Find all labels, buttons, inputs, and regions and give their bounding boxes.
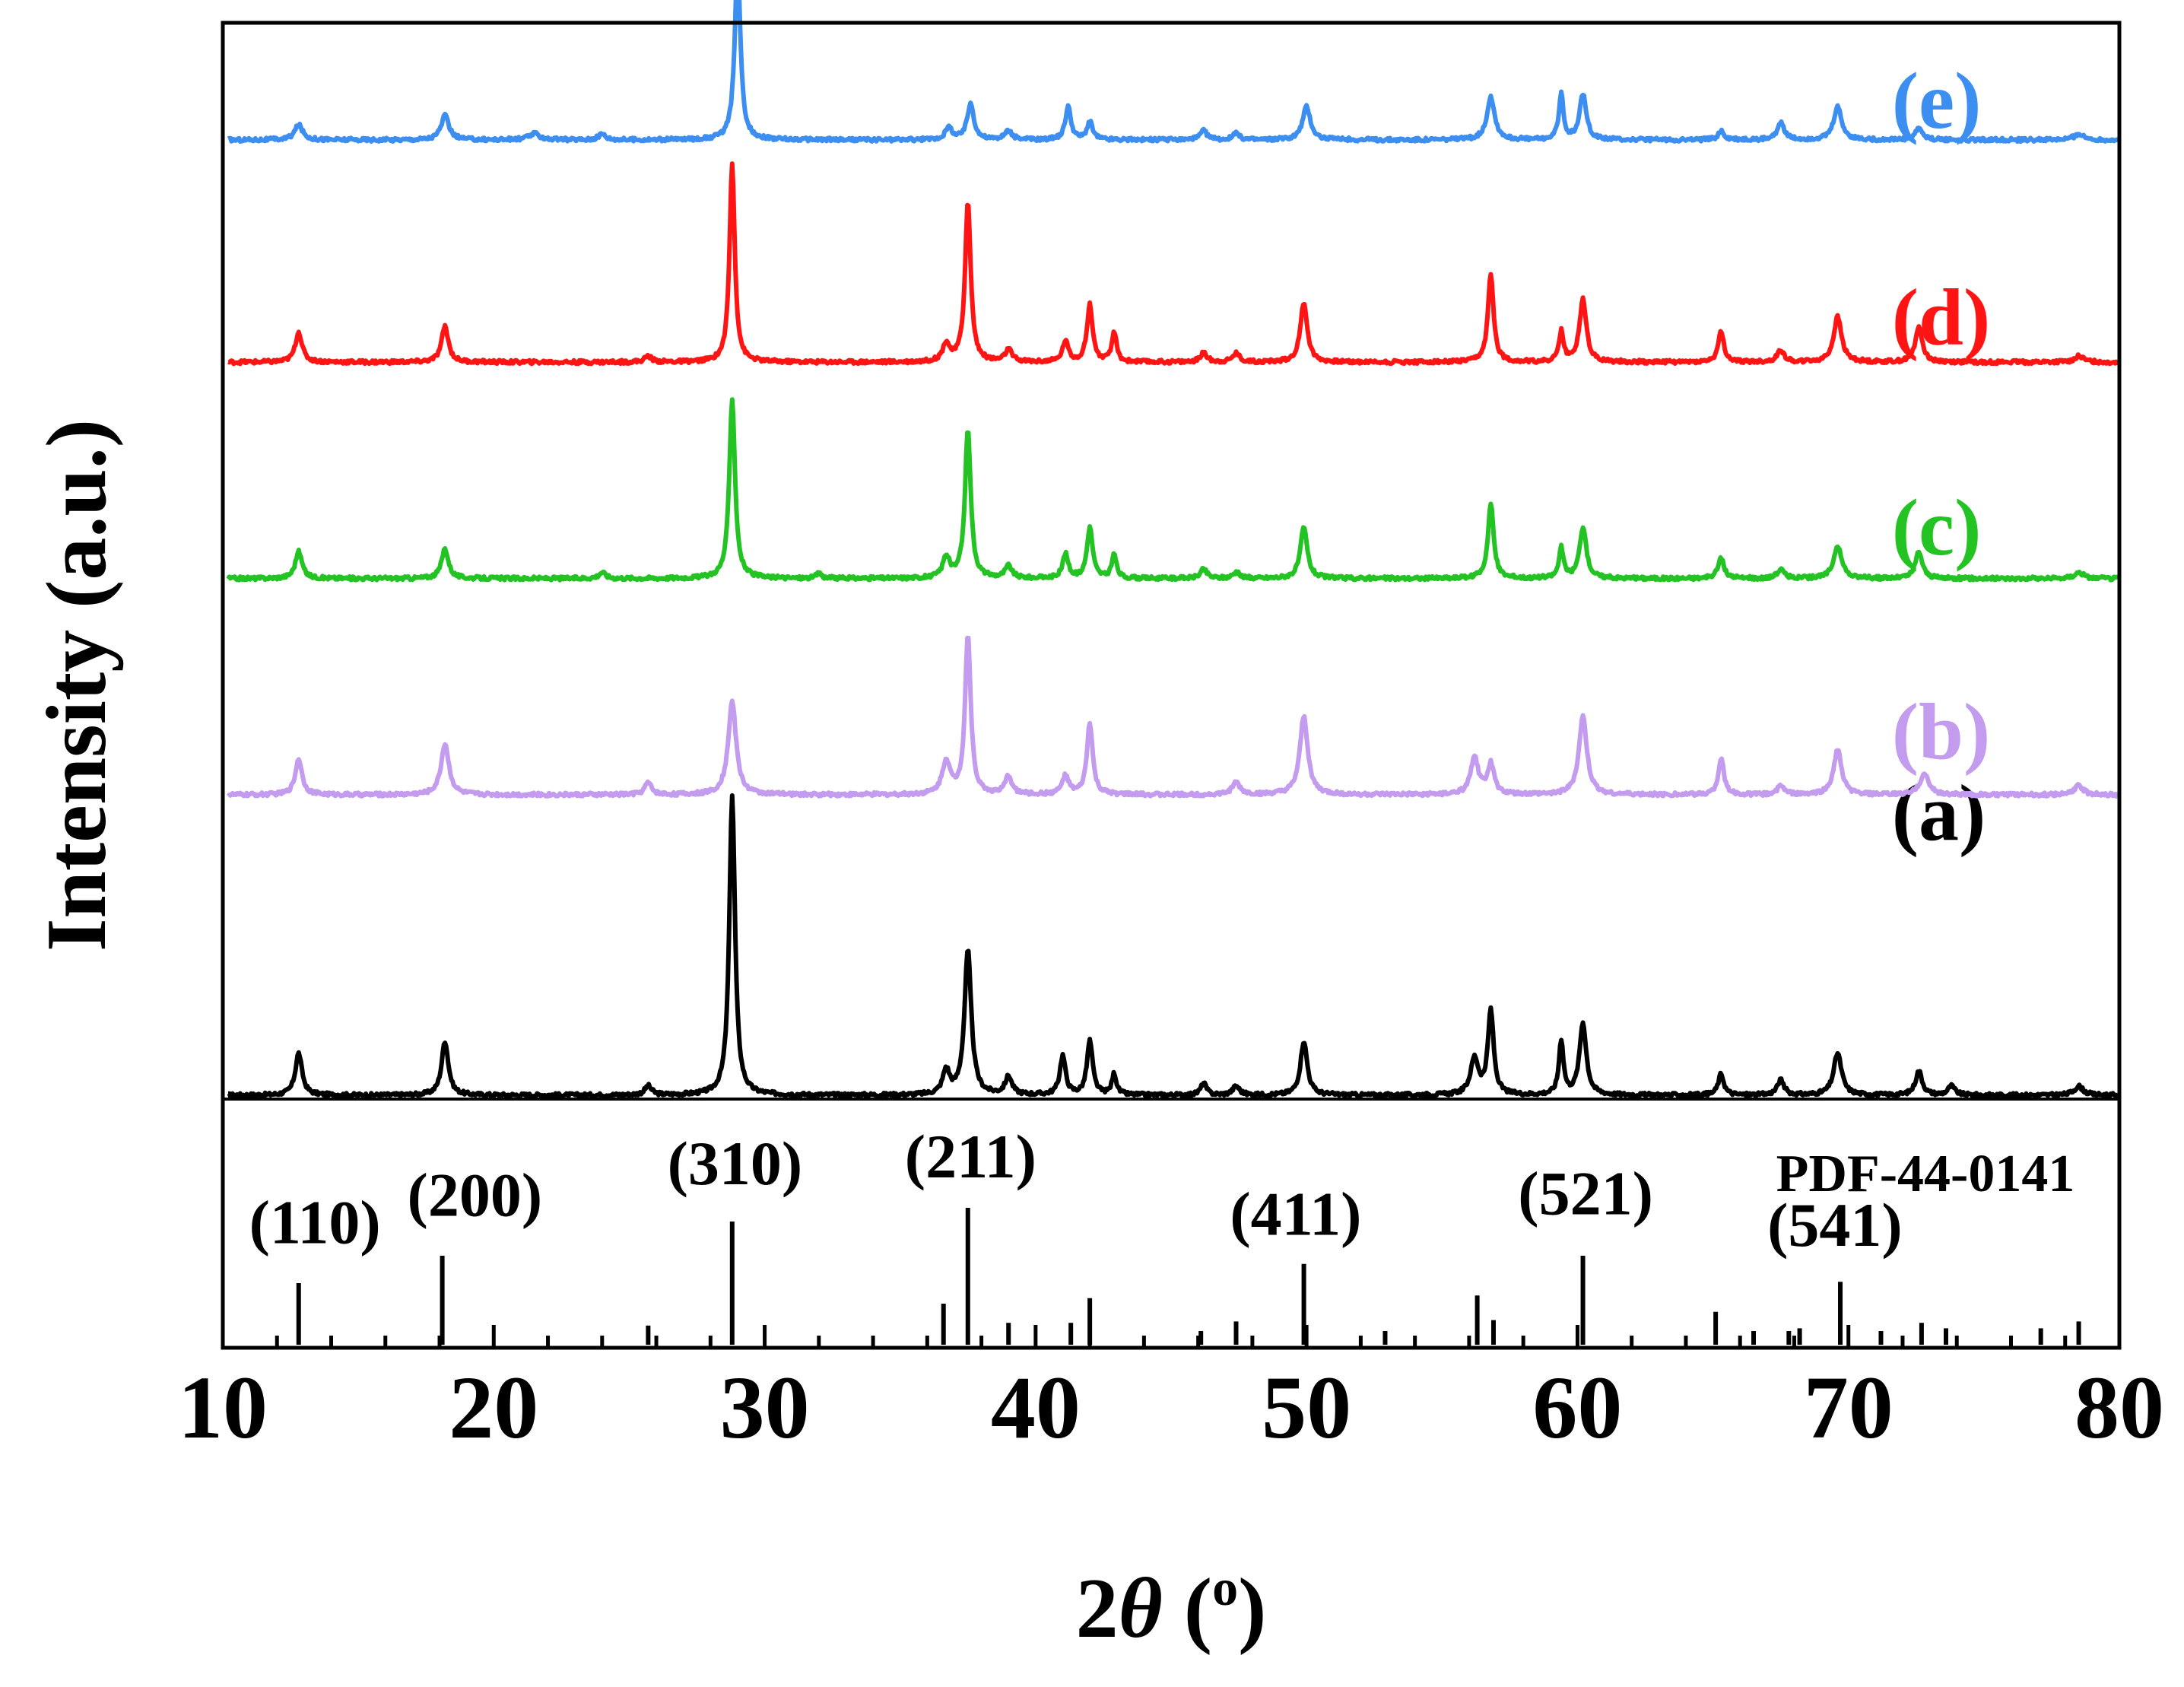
x-tick-label: 80 [2074,1358,2164,1457]
series-group: (a)(b) (c) (d) (e) [226,0,2121,1099]
x-axis-title-two: 2 [1076,1562,1119,1656]
hkl-label: (200) [408,1160,543,1229]
x-tick-label: 50 [1262,1358,1351,1457]
hkl-label: (541) [1767,1190,1903,1260]
hkl-label: (211) [905,1122,1036,1191]
series-label: (c) [1892,483,1982,572]
hkl-label: (411) [1230,1180,1361,1249]
series-line [227,161,2120,367]
series-label: (b) [1892,688,1991,777]
x-tick-label: 40 [991,1358,1081,1457]
x-tick-label: 70 [1804,1358,1894,1457]
x-axis-title: 2θ (o) [1076,1558,1267,1656]
x-axis-title-theta: θ [1119,1562,1163,1656]
plot-frame [221,21,2122,1350]
series-line [226,635,2120,799]
series-label: (d) [1892,273,1991,362]
reference-pattern: (110) (200) (310) (211) (411) (521) (541) [249,1122,2081,1345]
x-tick-label: 10 [178,1358,268,1457]
x-tick-label: 20 [449,1358,538,1457]
y-axis-title: Intensity (a.u.) [30,419,124,952]
hkl-label: (310) [668,1129,803,1198]
hkl-label: (110) [249,1187,381,1257]
x-axis-title-close: ) [1238,1562,1266,1656]
series-line [227,0,2120,145]
x-tick-label: 30 [720,1358,810,1457]
x-axis-ticks: 10 20 30 40 50 60 70 80 [178,1325,2164,1457]
series-label: (e) [1892,56,1982,145]
series-label: (a) [1892,768,1986,857]
reference-card-label: PDF-44-0141 [1776,1145,2075,1203]
series-line [226,397,2120,583]
x-axis-title-open: ( [1163,1562,1212,1656]
x-tick-label: 60 [1532,1358,1622,1457]
x-axis-title-degree: o [1212,1558,1238,1616]
hkl-label: (521) [1518,1159,1653,1228]
series-line [227,793,2121,1099]
